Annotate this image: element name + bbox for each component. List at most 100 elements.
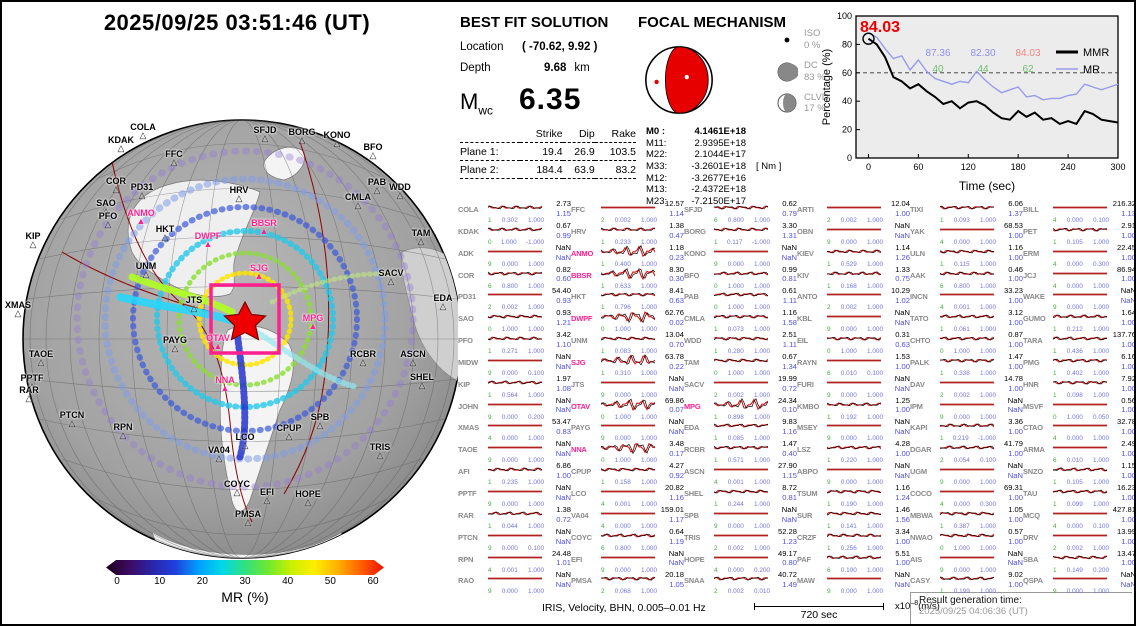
waveform-cell: 2 0.002 0.010 bbox=[713, 569, 770, 595]
station-code: SNAA bbox=[684, 576, 705, 586]
plane-header: Strike bbox=[520, 125, 563, 144]
station-code: ERM bbox=[1023, 248, 1040, 258]
amplitude-ratio: 1.31 bbox=[782, 230, 797, 240]
map-station-cmla: CMLA △ bbox=[345, 193, 371, 210]
variance-value: 0.46 bbox=[1008, 264, 1023, 274]
weight-value: 0.564 bbox=[501, 391, 518, 399]
waveform-numbers: 1 0.061 1.000 bbox=[940, 326, 996, 333]
amplitude-ratio: 1.11 bbox=[782, 339, 797, 349]
waveform-cell: 0 1.000 1.000 bbox=[487, 307, 544, 333]
polarity-value: 1.000 bbox=[1093, 326, 1109, 334]
colorbar-tick: 0 bbox=[114, 576, 120, 587]
waveform-cell: 0 1.000 1.000 bbox=[600, 438, 657, 464]
decomposition-pct: 17 % bbox=[804, 103, 826, 115]
waveform-cell: 1 0.280 1.000 bbox=[713, 329, 770, 355]
waveform-numbers: 2 0.068 1.000 bbox=[601, 588, 657, 595]
weight-value: 0.010 bbox=[1066, 457, 1083, 465]
waveform-trace-icon bbox=[940, 468, 994, 471]
variance-value: 1.16 bbox=[1008, 242, 1023, 252]
weight-value: 0.002 bbox=[840, 304, 857, 312]
polarity-value: 1.000 bbox=[641, 435, 657, 443]
quality-flag: 9 bbox=[488, 457, 492, 465]
weight-value: 0.000 bbox=[501, 588, 518, 596]
amplitude-ratio: 1.02 bbox=[895, 296, 910, 306]
polarity-value: 1.000 bbox=[528, 348, 544, 356]
quality-flag: 1 bbox=[1053, 391, 1057, 399]
waveform-trace-icon bbox=[487, 227, 543, 232]
station-label: HOPE bbox=[295, 489, 321, 499]
station-label: LCO bbox=[235, 432, 255, 442]
amplitude-ratio: 1.10 bbox=[556, 339, 571, 349]
amplitude-ratio: 0.99 bbox=[556, 230, 571, 240]
waveform-row-jts: JTS 9 0.000 1.000 NaN NaN bbox=[571, 373, 684, 399]
variance-value: NaN bbox=[555, 351, 571, 361]
tensor-row: M33: -3.2601E+18 [ Nm ] bbox=[646, 161, 822, 173]
waveform-column-1: COLA 1 0.302 1.000 2.73 1.15 KDAK 0 1.000 -1.000 0… bbox=[458, 198, 571, 595]
station-label: SACV bbox=[378, 268, 404, 278]
weight-value: 0.571 bbox=[727, 457, 744, 465]
waveform-numbers: 1 0.192 1.000 bbox=[827, 414, 883, 421]
waveform-numbers: 1 0.168 1.000 bbox=[827, 283, 883, 290]
tensor-key: M11: bbox=[646, 137, 667, 149]
waveform-cell: 1 0.235 1.000 bbox=[487, 460, 544, 486]
waveform-trace-icon bbox=[826, 270, 882, 275]
map-station-nna: NNA ▲ bbox=[215, 376, 235, 393]
polarity-value: 1.000 bbox=[980, 479, 996, 487]
weight-value: 0.105 bbox=[1066, 479, 1083, 487]
waveform-cell: 1 0.436 1.000 bbox=[1052, 329, 1109, 355]
amplitude-ratio: NaN bbox=[1120, 296, 1136, 306]
polarity-value: -1.000 bbox=[977, 435, 996, 443]
quality-flag: 6 bbox=[1053, 457, 1057, 465]
waveform-cell: 1 0.402 1.000 bbox=[1052, 351, 1109, 377]
station-label: PAB bbox=[367, 177, 387, 187]
waveform-values: 0.99 0.81 bbox=[770, 264, 797, 285]
amplitude-ratio: 0.30 bbox=[669, 274, 684, 284]
weight-value: 0.192 bbox=[840, 413, 857, 421]
weight-value: 0.219 bbox=[952, 435, 969, 443]
polarity-value: 0.100 bbox=[528, 369, 544, 377]
waveform-cell: 2 0.002 1.000 bbox=[1053, 526, 1109, 552]
amplitude-ratio: 0.07 bbox=[669, 405, 684, 415]
variance-value: NaN bbox=[1007, 395, 1023, 405]
variance-value: NaN bbox=[781, 242, 797, 252]
quality-flag: 1 bbox=[827, 260, 831, 268]
waveform-cell: 9 0.000 0.200 bbox=[488, 395, 544, 421]
waveform-trace-icon bbox=[487, 314, 543, 319]
waveform-row-hkt: HKT 1 0.796 1.000 8.41 0.63 bbox=[571, 285, 684, 311]
variance-value: 0.57 bbox=[1008, 526, 1023, 536]
station-code: HOPE bbox=[684, 554, 705, 564]
station-code: BORG bbox=[684, 226, 706, 236]
polarity-value: 1.000 bbox=[1093, 391, 1109, 399]
amplitude-ratio: 1.00 bbox=[1008, 230, 1023, 240]
waveform-row-va04: VA04 4 0.000 1.000 159.01 1.17 bbox=[571, 504, 684, 530]
waveform-values: 19.99 0.72 bbox=[770, 373, 797, 394]
waveform-values: 0.31 0.63 bbox=[883, 329, 910, 350]
polarity-value: 1.000 bbox=[754, 435, 770, 443]
waveform-values: NaN NaN bbox=[996, 548, 1023, 569]
waveform-trace-icon bbox=[713, 292, 769, 298]
waveform-trace-icon bbox=[939, 205, 995, 210]
weight-value: 0.001 bbox=[501, 566, 518, 574]
waveform-row-nwao: NWAO 0 1.000 1.000 0.57 1.00 bbox=[910, 526, 1023, 552]
weight-value: 0.100 bbox=[840, 566, 857, 574]
waveform-trace-icon bbox=[1053, 272, 1107, 274]
amplitude-ratio: 1.49 bbox=[782, 580, 797, 590]
amplitude-ratio: 1.00 bbox=[1008, 361, 1023, 371]
polarity-value: 1.000 bbox=[867, 479, 883, 487]
station-triangle-icon: △ bbox=[409, 357, 417, 367]
station-label: SJG bbox=[249, 263, 269, 273]
waveform-values: NaN NaN bbox=[1109, 285, 1136, 306]
waveform-trace-icon bbox=[600, 577, 656, 581]
amplitude-ratio: 0.40 bbox=[782, 449, 797, 459]
quality-flag: 0 bbox=[1053, 413, 1057, 421]
quality-flag: 4 bbox=[1053, 260, 1057, 268]
quality-flag: 1 bbox=[827, 457, 831, 465]
waveform-numbers: 1 0.436 1.000 bbox=[1053, 348, 1109, 355]
polarity-value: 1.000 bbox=[528, 457, 544, 465]
variance-value: 1.97 bbox=[556, 373, 571, 383]
waveform-cell: 2 0.002 1.000 bbox=[827, 198, 883, 224]
iso-dot-icon bbox=[784, 37, 790, 43]
amplitude-ratio: 1.00 bbox=[1121, 405, 1136, 415]
focal-mechanism-panel: FOCAL MECHANISM ISO 0 % DC 83 % CLVD 17 % M0 … bbox=[638, 14, 829, 207]
